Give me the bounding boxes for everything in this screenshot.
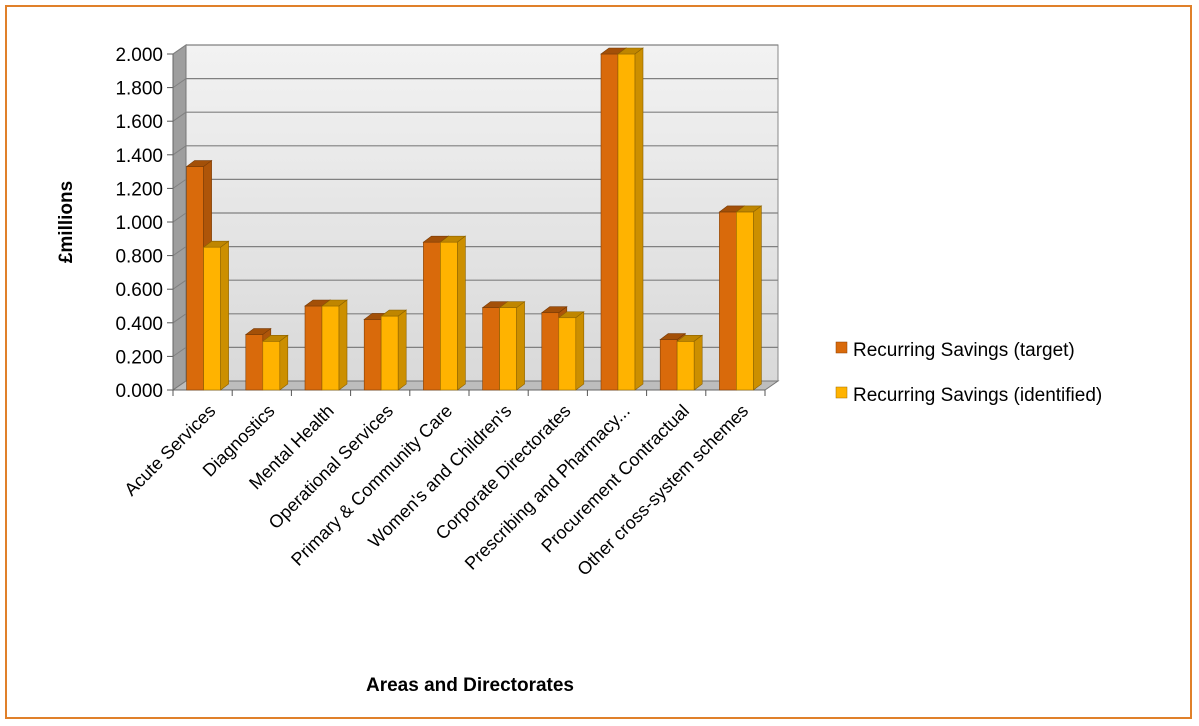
x-axis-title: Areas and Directorates — [366, 675, 574, 696]
bar-front — [440, 241, 458, 391]
gridline-side — [172, 145, 187, 156]
y-tick-label: 1.200 — [115, 179, 163, 200]
y-tick-label: 0.600 — [115, 280, 163, 301]
bar-front — [600, 53, 619, 391]
bar-front — [423, 241, 441, 391]
bar-front — [245, 334, 264, 391]
bar-front — [541, 312, 560, 391]
bar-side — [457, 235, 466, 391]
bar — [261, 334, 289, 391]
bar — [321, 299, 348, 391]
bar-side — [397, 309, 407, 391]
gridline-side — [172, 111, 187, 122]
bar-front — [499, 307, 517, 391]
bar — [439, 235, 467, 391]
y-tick-label: 0.000 — [115, 381, 163, 402]
y-tick-label: 0.400 — [115, 314, 163, 335]
bar — [380, 309, 408, 391]
bar-front — [363, 319, 382, 391]
y-axis-title: £millions — [56, 181, 77, 263]
y-tick-label: 1.800 — [115, 79, 163, 100]
bar-side — [516, 301, 525, 391]
bar-front — [736, 211, 754, 391]
bar-side — [634, 47, 644, 391]
bar-side — [575, 311, 585, 391]
gridline-side — [172, 246, 187, 257]
bar — [202, 240, 230, 391]
bar-side — [338, 299, 348, 391]
y-tick-label: 1.400 — [115, 146, 163, 167]
bar-front — [186, 166, 204, 391]
bar-side — [220, 240, 229, 391]
bar-front — [617, 53, 636, 391]
gridline-side — [172, 279, 187, 290]
bar-side — [753, 205, 762, 391]
y-tick-label: 1.000 — [115, 213, 163, 234]
bar — [617, 47, 644, 391]
legend-label-target: Recurring Savings (target) — [853, 340, 1075, 361]
gridline-side — [172, 212, 187, 223]
gridline-side — [172, 313, 187, 324]
bar-front — [558, 317, 577, 391]
bar-front — [262, 340, 281, 391]
bar-side — [279, 334, 289, 391]
bar-front — [676, 340, 695, 391]
bar — [498, 301, 526, 391]
gridline-side — [172, 44, 187, 55]
bar-front — [203, 246, 221, 391]
bar-front — [482, 307, 500, 391]
y-tick-label: 2.000 — [115, 45, 163, 66]
gridline-side — [172, 346, 187, 357]
bar-front — [380, 315, 399, 391]
y-tick-label: 0.200 — [115, 347, 163, 368]
legend: Recurring Savings (target) Recurring Sav… — [835, 340, 1102, 406]
bar — [735, 205, 763, 391]
gridline-side — [172, 178, 187, 189]
y-tick-label: 0.800 — [115, 247, 163, 268]
bar-front — [304, 305, 323, 391]
bar-front — [719, 211, 737, 391]
bar — [557, 311, 585, 391]
bar-front — [321, 305, 340, 391]
gridline-side — [172, 78, 187, 89]
bar-front — [659, 339, 678, 391]
x-category-label: Acute Services — [120, 401, 219, 500]
legend-swatch-identified — [835, 386, 848, 399]
legend-swatch-target — [835, 341, 848, 354]
bar — [676, 334, 704, 391]
bar-side — [693, 334, 703, 391]
legend-label-identified: Recurring Savings (identified) — [853, 385, 1102, 406]
y-tick-label: 1.600 — [115, 112, 163, 133]
